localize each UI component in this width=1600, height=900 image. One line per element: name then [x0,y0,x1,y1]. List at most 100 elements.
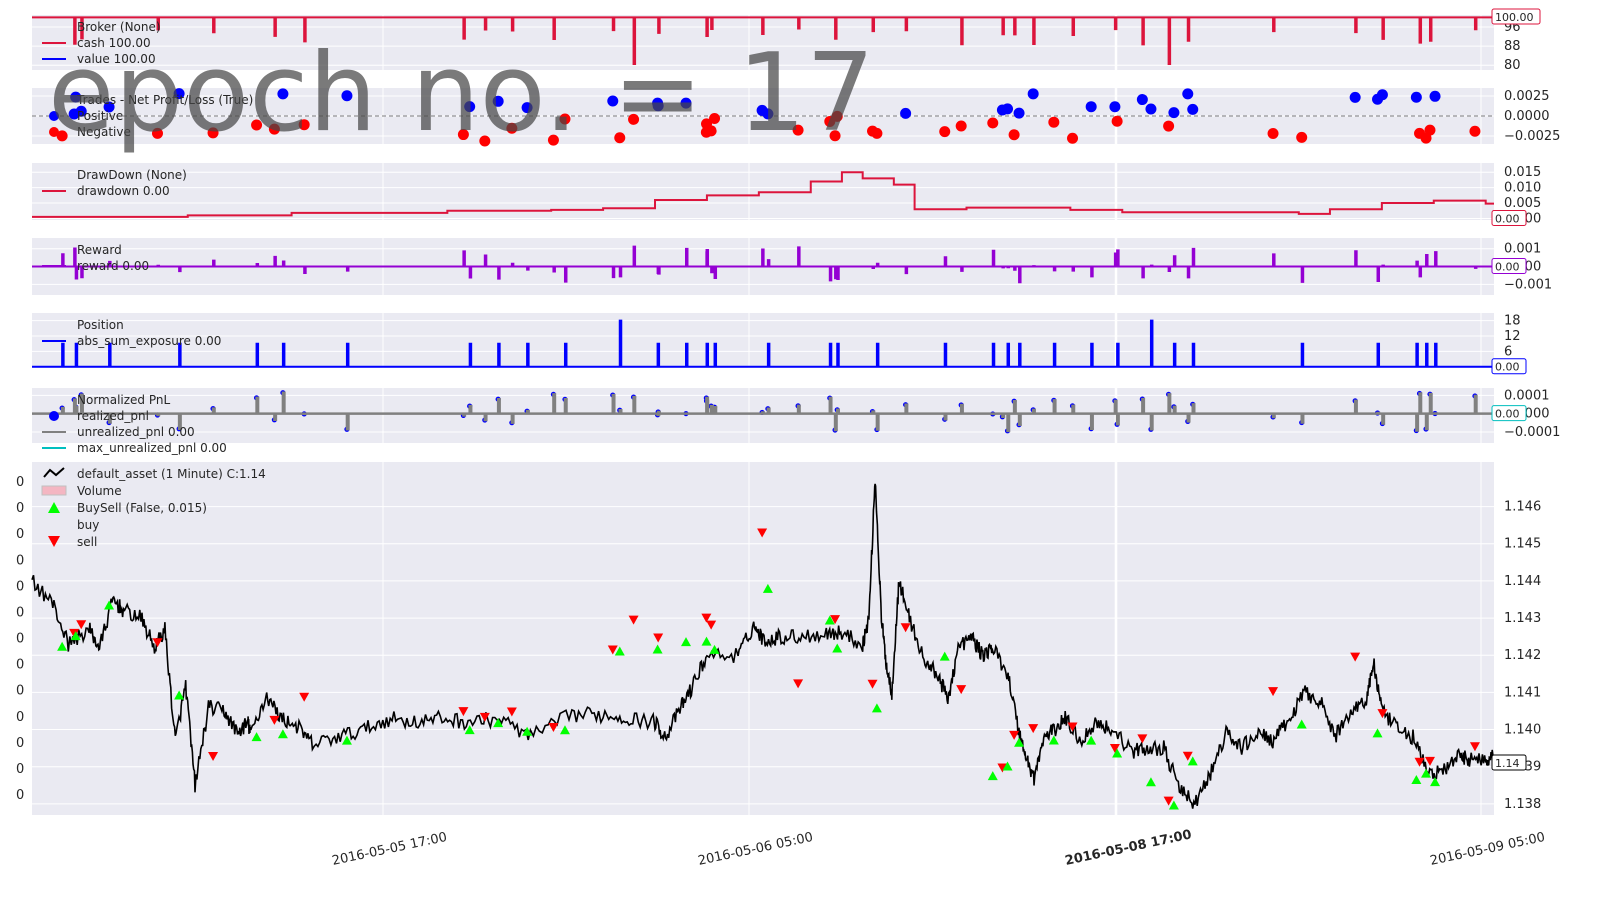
sell-marker [701,613,712,623]
trade-positive-marker [1410,91,1422,103]
sell-marker [548,723,559,733]
series-line-default-asset [31,483,1495,809]
trade-negative-marker [831,110,843,122]
y-tick-label: 1.138 [1504,797,1541,812]
trade-negative-marker [987,117,999,129]
trade-negative-marker [506,122,518,134]
trade-positive-marker [173,88,185,100]
trade-positive-marker [1376,89,1388,101]
legend-label: max_unrealized_pnl 0.00 [77,441,227,455]
buy-marker [464,725,475,735]
sell-marker [867,679,878,689]
y-tick-label: −0.0025 [1504,129,1560,144]
series-line-drawdown [32,171,1494,218]
buy-marker [1372,728,1383,738]
buy-marker [1086,735,1097,745]
buy-marker [174,690,185,700]
buy-marker [104,600,115,610]
legend-label: Normalized PnL [77,393,170,407]
buy-marker [251,732,262,742]
sell-marker [1377,709,1388,719]
legend-label: Reward [77,243,122,257]
left-tick-label: 0 [16,579,24,594]
y-tick-label: 6 [1504,344,1512,359]
trade-negative-marker [56,130,68,142]
buy-marker [701,636,712,646]
sell-marker [76,620,87,630]
trade-positive-marker [341,90,353,102]
y-tick-label: 1.141 [1504,685,1541,700]
legend-swatch-up [48,502,60,513]
sell-marker [607,645,618,655]
trade-positive-marker [1027,88,1039,100]
trade-positive-marker [900,107,912,119]
sell-marker [1028,724,1039,734]
trade-positive-marker [1136,94,1148,106]
trade-positive-marker [1109,101,1121,113]
trade-negative-marker [1067,132,1079,144]
last-value-box [1491,405,1527,422]
trade-negative-marker [1296,131,1308,143]
buy-marker [652,644,663,654]
sell-marker [706,620,717,630]
buy-marker [1112,748,1123,758]
trade-positive-marker [103,101,115,113]
y-tick-label: 0.0001 [1504,388,1550,403]
trade-negative-marker [207,127,219,139]
buy-marker [559,725,570,735]
sell-marker [506,707,517,717]
trade-positive-marker [1349,91,1361,103]
left-tick-label: 0 [16,632,24,647]
trade-positive-marker [521,102,533,114]
left-tick-label: 0 [16,710,24,725]
sell-marker [830,615,841,625]
trade-positive-marker [464,101,476,113]
last-value-label: 0.00 [1495,261,1520,274]
trade-negative-marker [298,119,310,131]
buy-marker [57,641,68,651]
last-value-box [1491,258,1527,274]
left-tick-label: 0 [16,605,24,620]
buy-marker [1187,756,1198,766]
y-tick-label: −0.0001 [1504,425,1560,440]
x-tick-label: 2016-05-09 05:00 [1429,830,1547,869]
sell-marker [1109,743,1120,753]
legend-label: realized_pnl [77,409,149,423]
trade-negative-marker [559,113,571,125]
last-value-box [1491,754,1527,771]
buy-marker [939,651,950,661]
y-tick-label: 0.001 [1504,242,1541,257]
y-tick-label: 18 [1504,314,1521,329]
sell-marker [299,692,310,702]
legend-label: Trades - Net Profit/Loss (True) [76,93,253,107]
legend-label: drawdown 0.00 [77,184,170,198]
trade-positive-marker [1002,103,1014,115]
y-tick-label: 1.140 [1504,723,1541,738]
buy-marker [709,644,720,654]
series-line-abs-sum-exposure [32,319,1494,368]
legend-label: unrealized_pnl 0.00 [77,425,195,439]
sell-marker [1350,652,1361,662]
legend-swatch-down [48,536,60,547]
sell-marker [997,763,1008,773]
y-tick-label: 0.0025 [1504,89,1550,104]
y-tick-label: −0.001 [1504,277,1552,292]
legend-label: Negative [77,125,131,139]
left-tick-label: 0 [16,475,24,490]
legend-label: Broker (None) [77,20,161,34]
legend-label: abs_sum_exposure 0.00 [77,334,221,348]
trade-negative-marker [829,130,841,142]
last-value-box [1491,358,1527,375]
trade-negative-marker [547,134,559,146]
trade-negative-marker [1267,128,1279,140]
trade-positive-marker [652,100,664,112]
series-line-reward [32,245,1494,284]
legend-label: reward 0.00 [77,259,149,273]
y-tick-label: 88 [1504,39,1521,54]
legend-label: DrawDown (None) [77,168,187,182]
sell-marker [1414,757,1425,767]
